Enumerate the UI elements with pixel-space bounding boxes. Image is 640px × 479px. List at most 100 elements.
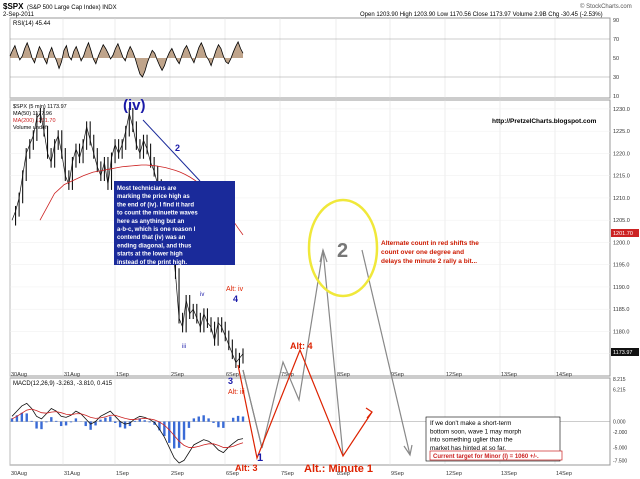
price-tick-4: 1210.0 [613, 196, 630, 202]
x-tick-bottom-6: 8Sep [337, 471, 350, 477]
macd-hist-47 [241, 416, 245, 422]
x-tick-mid-0: 30Aug [11, 372, 27, 378]
macd-hist-45 [231, 417, 235, 422]
macd-hist-0 [10, 418, 14, 422]
macd-hist-4 [30, 420, 33, 422]
wave-iv-small-label: iv [200, 292, 204, 298]
noteLeft-line-1: marking the price high as [117, 194, 190, 200]
x-tick-bottom-3: 2Sep [171, 471, 184, 477]
x-tick-bottom-4: 6Sep [226, 471, 239, 477]
alt-3-label: Alt: 3 [235, 463, 258, 473]
noteRight-line-2: into something uglier than the [430, 437, 513, 444]
price-tick-10: 1180.0 [613, 329, 629, 335]
x-tick-bottom-8: 12Sep [446, 471, 462, 477]
noteLeft-line-6: contend that (iv) was an [117, 235, 186, 241]
rsi-tick-3: 30 [613, 75, 619, 81]
signal-line [11, 408, 244, 448]
index-name: (S&P 500 Large Cap Index) INDX [27, 5, 117, 11]
macd-hist-27 [143, 420, 146, 422]
wave-iii-label: iii [182, 344, 186, 350]
x-tick-mid-4: 6Sep [226, 372, 239, 378]
rsi-line [9, 40, 244, 78]
macd-line [11, 402, 244, 464]
macd-hist-35 [182, 421, 186, 440]
price-tick-1: 1225.0 [613, 129, 630, 135]
macd-tick-4: -5.000 [613, 445, 627, 451]
macd-hist-25 [133, 420, 137, 422]
macd-hist-43 [222, 421, 225, 428]
noteLeft-line-8: starts at the lower high [117, 252, 183, 258]
alt-minute-1-label: Alt.: Minute 1 [304, 463, 373, 475]
projection-seg [242, 369, 263, 449]
noteRed-line-2: delays the minute 2 rally a bit... [381, 258, 477, 265]
wave-3-label: 3 [228, 376, 233, 386]
gridlines [9, 18, 610, 465]
x-tick-mid-3: 2Sep [171, 372, 184, 378]
noteRed-line-1: count over one degree and [381, 249, 464, 256]
macd-hist-12 [69, 421, 73, 423]
price-tick-0: 1230.0 [613, 107, 630, 113]
ma-price-tag [611, 229, 639, 237]
macd-hist-11 [64, 421, 68, 426]
x-tick-bottom-7: 9Sep [391, 471, 404, 477]
macd-hist-21 [114, 421, 117, 423]
macd-hist-16 [89, 421, 92, 430]
rsi-area [10, 41, 243, 77]
alternate-path-red [237, 348, 373, 461]
macd-hist-32 [168, 421, 171, 443]
macd-hist-18 [99, 419, 102, 422]
macd-label: MACD(12,26,9) -3.263, -3.810, 0.415 [13, 381, 113, 387]
target-label: Current target for Minor (I) = 1060 +/-. [433, 454, 539, 460]
noteLeft-line-4: here as anything but an [117, 219, 185, 225]
x-tick-bottom-5: 7Sep [281, 471, 294, 477]
rsi-tick-4: 10 [613, 94, 619, 100]
last-price-tag-text: 1173.97 [613, 350, 632, 356]
price-tick-9: 1185.0 [613, 307, 629, 313]
x-tick-bottom-0: 30Aug [11, 471, 27, 477]
x-tick-mid-6: 8Sep [337, 372, 350, 378]
x-tick-mid-2: 1Sep [116, 372, 129, 378]
projection-path-gray-b [361, 249, 411, 456]
ma-price-tag-text: 1201.70 [613, 231, 633, 237]
macd-hist-36 [187, 421, 191, 428]
macd-tick-0: 8.215 [613, 377, 626, 383]
rsi-tick-0: 90 [613, 18, 619, 24]
blog-url: http://PretzelCharts.blogspot.com [492, 118, 597, 125]
noteRed-line-0: Alternate count in red shifts the [381, 240, 479, 247]
x-tick-mid-7: 9Sep [391, 372, 404, 378]
note-red-text: Alternate count in red shifts the count o… [381, 240, 479, 265]
macd-hist-28 [148, 421, 151, 423]
last-price-tag [611, 348, 639, 356]
circle-2-label: 2 [337, 240, 348, 262]
noteRight-line-1: bottom soon, wave 1 may morph [430, 428, 522, 435]
macd-hist-10 [59, 421, 63, 427]
macd-hist-6 [40, 421, 43, 430]
note-box-left [114, 181, 235, 265]
macd-hist-40 [207, 418, 210, 422]
noteRight-line-3: market has hinted at so far. [430, 445, 506, 452]
proj-wave-1-label: 1 [257, 452, 263, 464]
macd-hist-34 [177, 421, 181, 448]
macd-hist-19 [104, 417, 107, 422]
x-tick-bottom-2: 1Sep [116, 471, 129, 477]
price-tick-6: 1200.0 [613, 240, 630, 246]
price-tick-5: 1205.0 [613, 218, 630, 224]
macd-hist-46 [236, 415, 240, 422]
macd-hist-9 [55, 420, 58, 422]
note-pointer-line [142, 119, 201, 182]
price-legend-2: MA(200) 1201.70 [13, 118, 56, 124]
price-tick-8: 1190.0 [613, 285, 629, 291]
price-tick-3: 1215.0 [613, 174, 630, 180]
macd-hist-2 [20, 412, 24, 422]
price-legend-3: Volume undef [13, 125, 47, 131]
x-tick-mid-5: 7Sep [281, 372, 294, 378]
rsi-tick-2: 50 [613, 56, 619, 62]
macd-tick-2: 0.000 [613, 420, 626, 426]
price-legend-0: $SPX (5 min) 1173.97 [13, 104, 67, 110]
ohlc-readout: Open 1203.90 High 1203.90 Low 1170.56 Cl… [360, 12, 603, 18]
macd-hist-39 [202, 415, 205, 422]
rsi-label: RSI(14) 45.44 [13, 21, 51, 27]
macd-tick-3: -2.000 [613, 430, 627, 436]
noteLeft-line-5: a-b-c, which is one reason I [117, 227, 196, 233]
macd-hist-30 [158, 421, 161, 431]
